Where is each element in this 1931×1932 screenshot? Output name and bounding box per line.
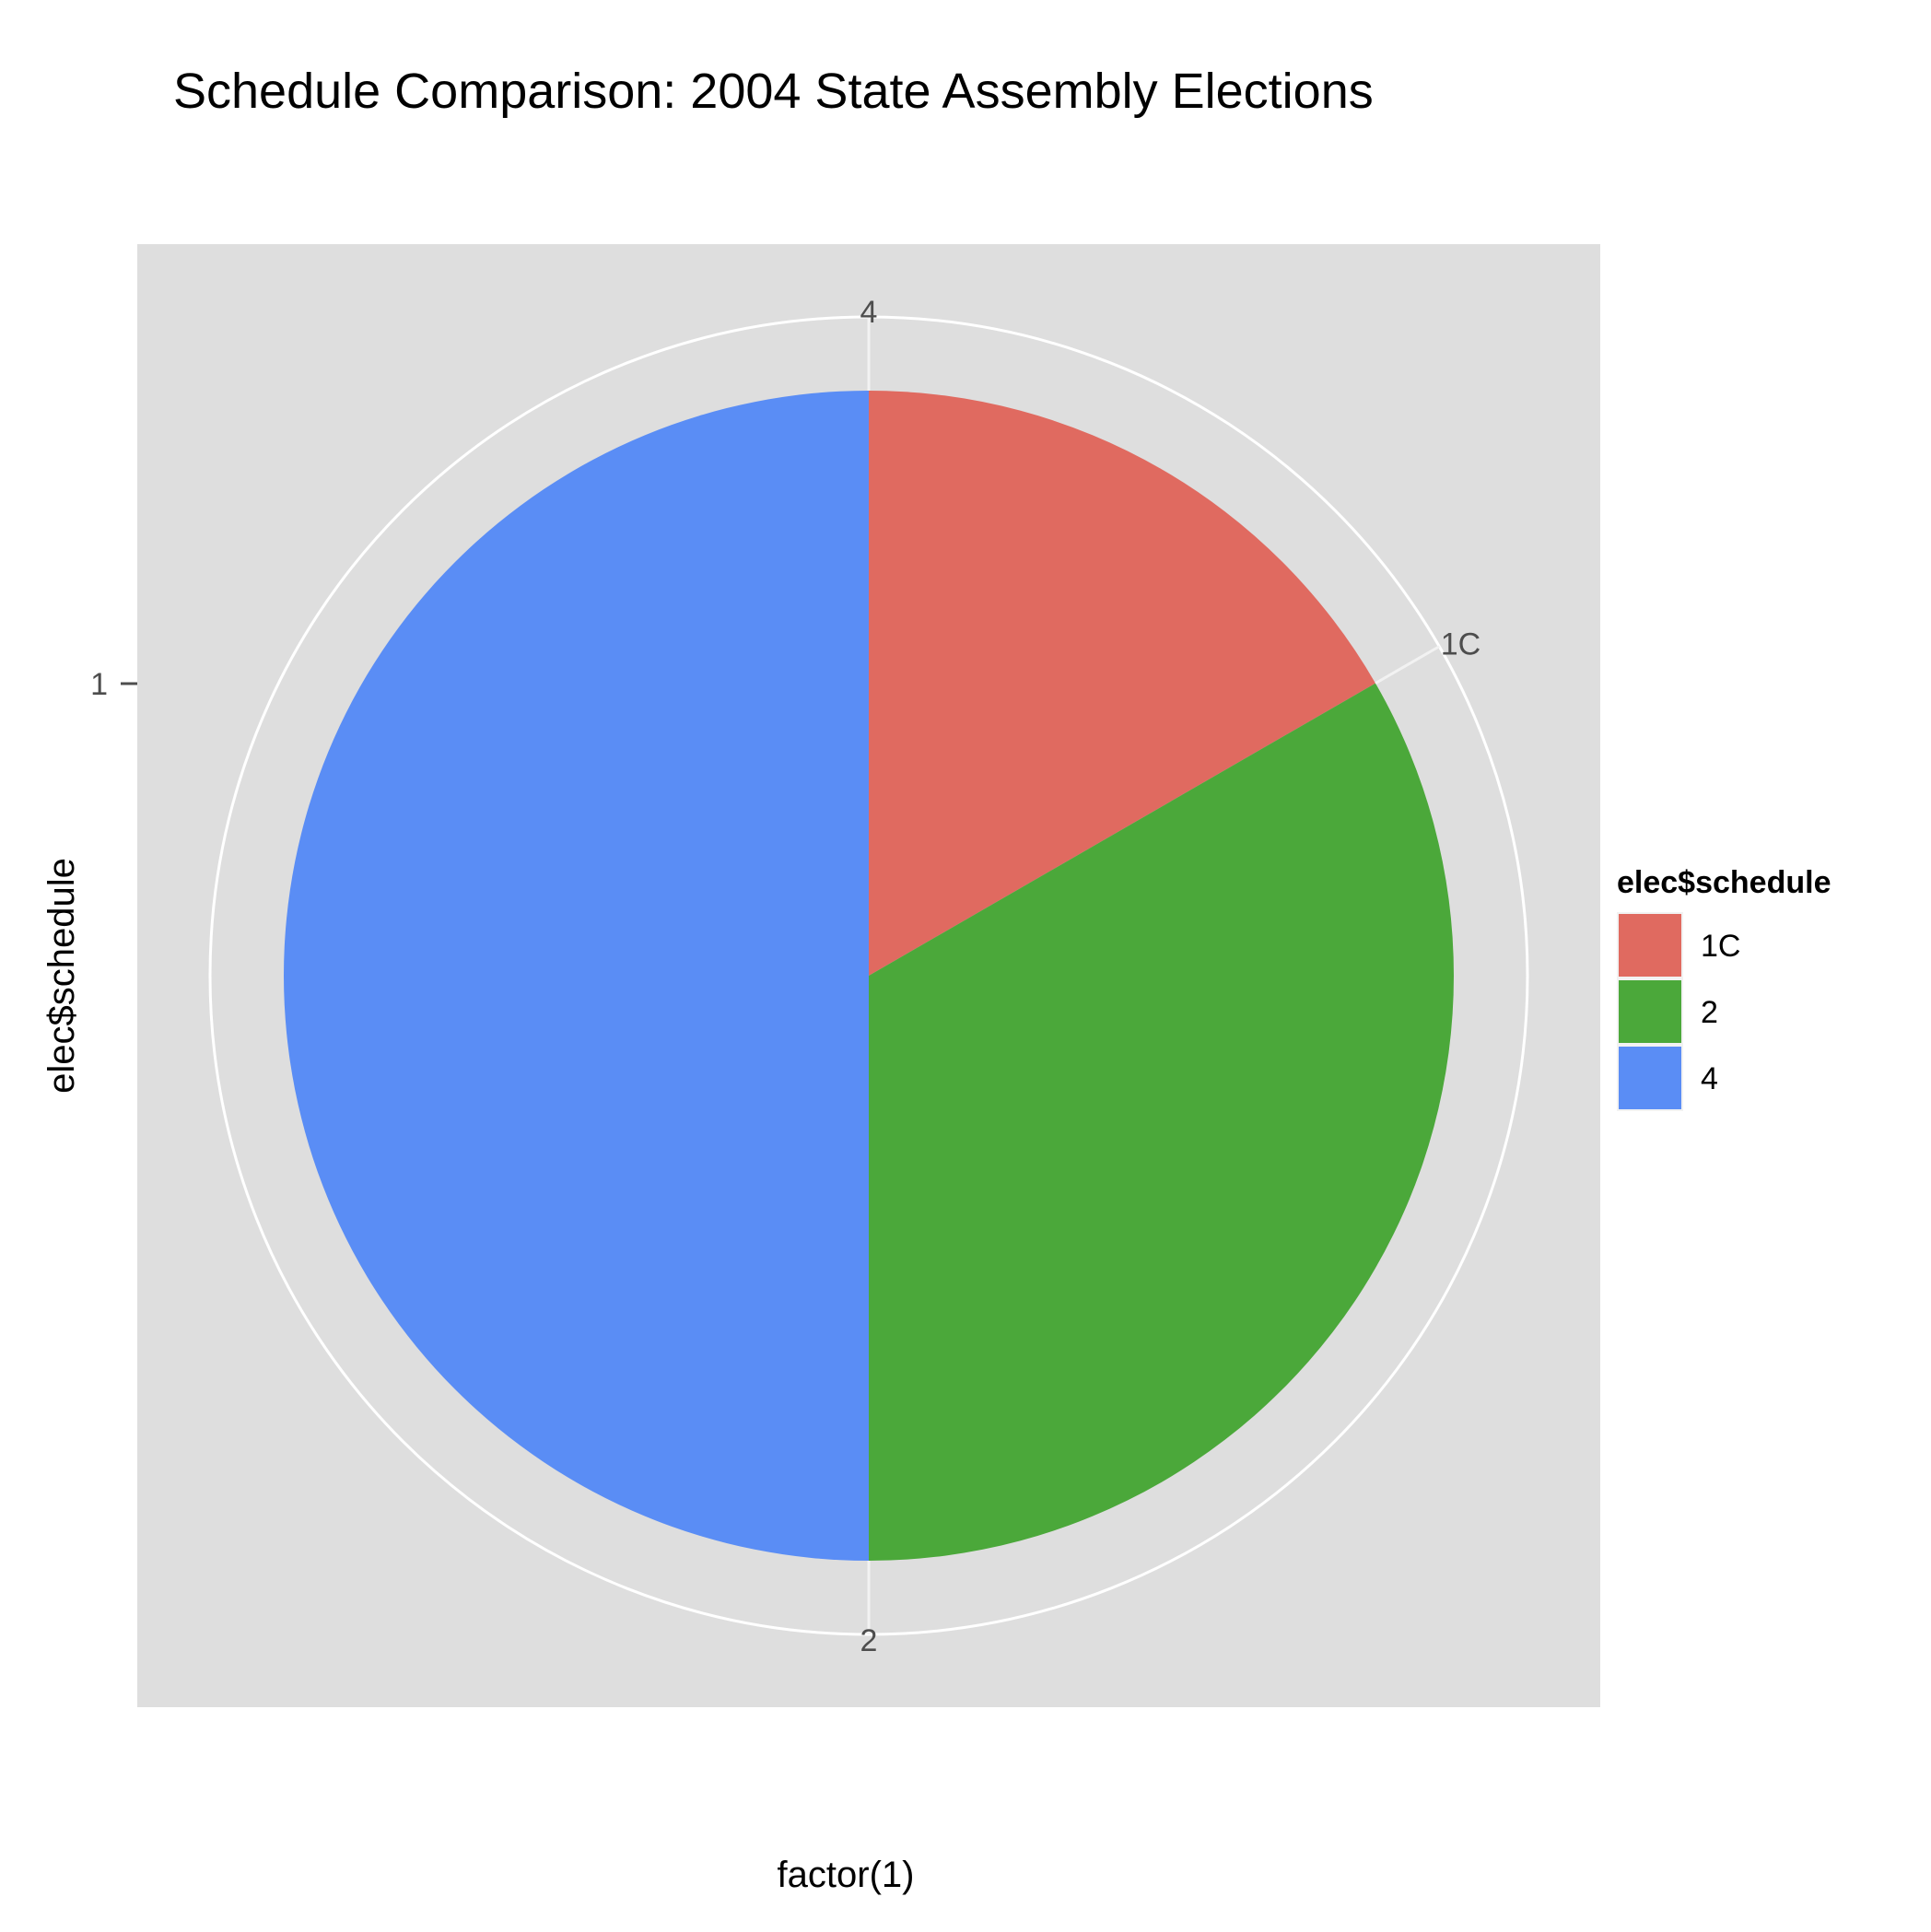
theta-axis: 1C 2 4 [860, 295, 1481, 1658]
pie-slice-2 [869, 683, 1454, 1561]
legend-swatch-4 [1619, 1047, 1681, 1109]
y-axis-tick-label: 1 [90, 667, 108, 702]
legend-title: elec$schedule [1617, 865, 1831, 900]
chart-title: Schedule Comparison: 2004 State Assembly… [173, 64, 1374, 119]
legend-swatch-1C [1619, 914, 1681, 977]
theta-grid-line-1C [1375, 645, 1441, 685]
pie-slices [284, 391, 1454, 1561]
y-axis-title: elec$schedule [41, 858, 82, 1094]
theta-tick-label-4: 4 [860, 295, 878, 330]
legend-label-2: 2 [1701, 995, 1718, 1030]
legend-label-1C: 1C [1701, 929, 1740, 964]
theta-tick-label-2: 2 [860, 1623, 878, 1658]
legend-label-4: 4 [1701, 1061, 1718, 1096]
legend-swatch-2 [1619, 980, 1681, 1043]
legend: elec$schedule 1C 2 4 [1600, 849, 1931, 1128]
theta-tick-label-1C: 1C [1441, 627, 1480, 662]
pie-slice-4 [284, 391, 869, 1561]
pie-slice-1C [869, 391, 1375, 976]
x-axis-title: factor(1) [778, 1855, 915, 1895]
